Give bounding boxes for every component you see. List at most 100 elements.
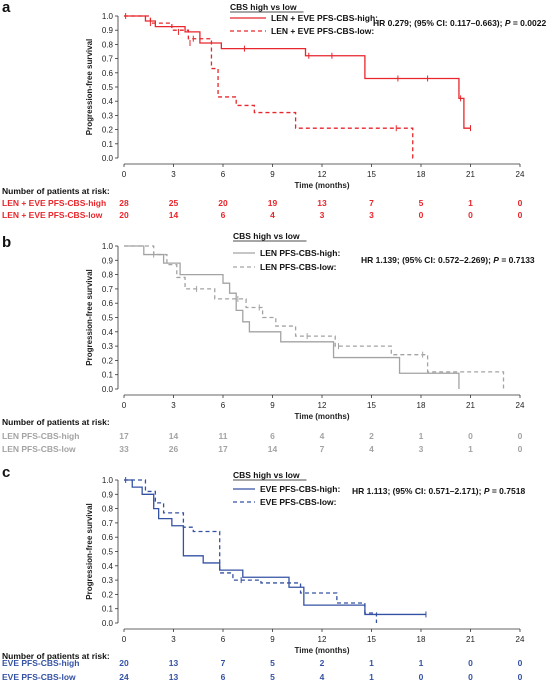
hr-statistic: HR 0.279; (95% CI: 0.117–0.663); P = 0.0… [373,18,546,28]
y-tick-label: 0.5 [102,314,114,323]
risk-count: 0 [468,658,473,668]
risk-count: 2 [320,658,325,668]
p-label: P [484,486,490,496]
x-tick-label: 21 [466,170,475,179]
legend-label: LEN + EVE PFS-CBS-high: [271,13,378,23]
risk-count: 1 [468,198,473,208]
risk-count: 28 [119,198,129,208]
x-tick-label: 9 [270,170,275,179]
risk-count: 4 [320,431,325,441]
x-axis-title: Time (months) [295,412,350,421]
x-tick-label: 12 [318,170,327,179]
risk-count: 14 [169,210,179,220]
p-value: = 0.0022 [511,18,547,28]
risk-count: 1 [419,431,424,441]
x-tick-label: 18 [417,170,426,179]
x-tick-label: 15 [367,401,376,410]
y-tick-label: 0.8 [102,505,114,514]
risk-row-label: LEN + EVE PFS-CBS-low [2,210,103,220]
x-tick-label: 18 [417,635,426,644]
y-tick-label: 0.1 [102,605,114,614]
survival-curve-high [124,15,471,129]
risk-count: 17 [218,444,228,454]
panel-letter: b [2,234,11,251]
y-tick-label: 0.3 [102,342,114,351]
legend-title: CBS high vs low [230,2,297,12]
y-tick-label: 0.7 [102,519,114,528]
y-tick-label: 0.8 [102,271,114,280]
risk-count: 1 [468,444,473,454]
risk-count: 25 [169,198,179,208]
risk-count: 4 [320,672,325,682]
y-tick-label: 0.4 [102,97,114,106]
x-tick-label: 24 [516,635,525,644]
x-tick-label: 21 [466,401,475,410]
risk-count: 7 [221,658,226,668]
risk-count: 1 [369,672,374,682]
y-tick-label: 0.5 [102,548,114,557]
risk-count: 20 [119,210,129,220]
risk-count: 0 [468,210,473,220]
y-axis-title: Progression-free survival [85,269,94,365]
y-tick-label: 0.0 [102,619,114,628]
x-axis-title: Time (months) [295,646,350,655]
panel-letter: a [2,0,11,16]
legend-title: CBS high vs low [233,470,300,480]
risk-count: 7 [369,198,374,208]
y-tick-label: 0.1 [102,371,114,380]
y-tick-label: 0.4 [102,328,114,337]
km-panel-a: a0.00.10.20.30.40.50.60.70.80.91.00 3 6 9 12… [2,0,546,220]
y-tick-label: 0.3 [102,111,114,120]
hr-statistic: HR 1.113; (95% CI: 0.571–2.171); P = 0.7… [352,486,525,496]
y-tick-label: 1.0 [102,242,114,251]
y-tick-label: 0.9 [102,26,114,35]
risk-count: 5 [270,658,275,668]
survival-curve-high [124,479,426,616]
risk-count: 11 [219,431,228,441]
risk-count: 4 [369,444,374,454]
y-tick-label: 0.6 [102,533,114,542]
y-tick-label: 0.9 [102,256,114,265]
risk-row-label: LEN PFS-CBS-low [2,444,76,454]
risk-row-label: EVE PFS-CBS-low [2,672,76,682]
y-tick-label: 0.3 [102,576,114,585]
risk-count: 0 [518,431,523,441]
risk-count: 0 [468,431,473,441]
risk-count: 13 [317,198,327,208]
risk-row-label: LEN + EVE PFS-CBS-high [2,198,106,208]
risk-count: 1 [419,658,424,668]
risk-table-title: Number of patients at risk: [2,417,110,427]
x-tick-label: 24 [516,401,525,410]
risk-count: 13 [169,672,179,682]
p-label: P [505,18,511,28]
x-tick-label: 12 [318,401,327,410]
survival-curve-low [124,245,505,389]
y-tick-label: 0.7 [102,55,114,64]
y-tick-label: 0.2 [102,590,114,599]
risk-count: 3 [419,444,424,454]
risk-count: 6 [221,672,226,682]
risk-count: 3 [369,210,374,220]
survival-curve-high [124,245,460,389]
risk-count: 7 [320,444,325,454]
hr-statistic: HR 1.139; (95% CI: 0.572–2.269); P = 0.7… [361,255,535,265]
y-axis-title: Progression-free survival [85,39,94,135]
x-tick-label: 0 [122,170,127,179]
y-tick-label: 0.1 [102,140,114,149]
y-tick-label: 0.4 [102,562,114,571]
legend-title: CBS high vs low [233,231,300,241]
km-panel-b: b0.00.10.20.30.40.50.60.70.80.91.00 3 6 9 12… [2,231,535,454]
x-tick-label: 6 [221,170,226,179]
y-tick-label: 1.0 [102,476,114,485]
risk-count: 14 [169,431,179,441]
risk-count: 2 [369,431,374,441]
x-tick-label: 18 [417,401,426,410]
p-value: = 0.7518 [490,486,526,496]
x-tick-label: 12 [318,635,327,644]
x-tick-label: 21 [466,635,475,644]
legend-label: LEN PFS-CBS-low: [260,262,337,272]
hr-text: HR 0.279; (95% CI: 0.117–0.663); [373,18,505,28]
risk-count: 1 [369,658,374,668]
risk-count: 0 [419,672,424,682]
x-tick-label: 3 [171,170,176,179]
